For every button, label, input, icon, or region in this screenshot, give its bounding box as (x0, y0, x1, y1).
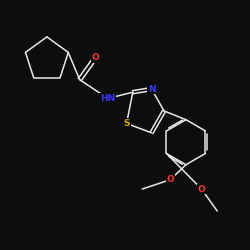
Text: O: O (198, 184, 205, 194)
Text: HN: HN (100, 94, 116, 103)
Text: O: O (92, 53, 99, 62)
Text: O: O (166, 175, 174, 184)
Text: S: S (123, 119, 130, 128)
Text: N: N (148, 84, 156, 94)
